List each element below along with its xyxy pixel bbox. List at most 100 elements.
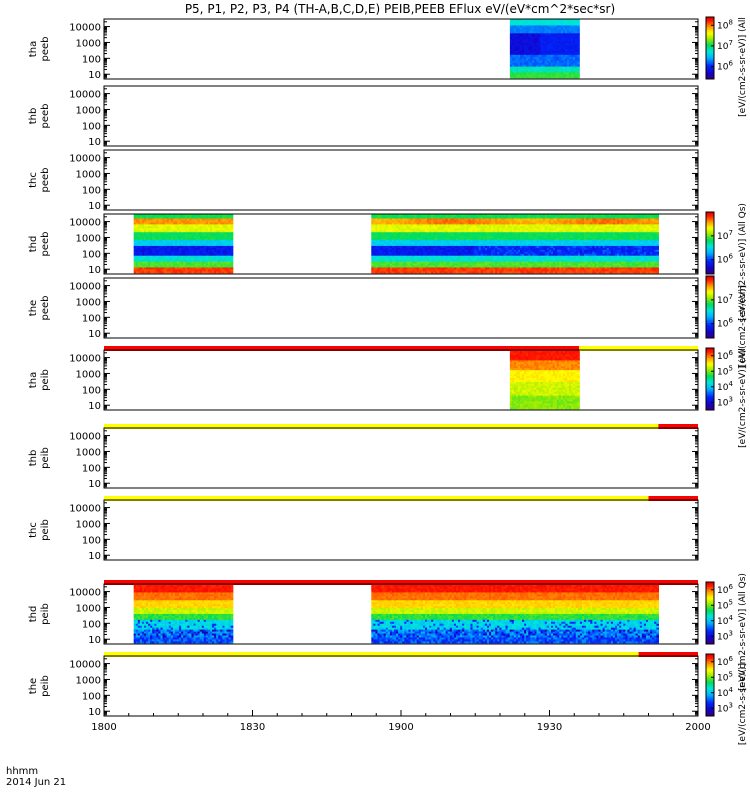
y-tick-label: 100 bbox=[82, 121, 101, 132]
y-tick-label: 10 bbox=[88, 265, 101, 276]
y-tick-label: 10000 bbox=[69, 504, 101, 515]
y-tick-label: 10000 bbox=[69, 23, 101, 34]
y-tick-label: 1000 bbox=[76, 298, 101, 309]
panel-label-line: tha bbox=[28, 372, 39, 388]
mode-bar-segment bbox=[104, 496, 649, 501]
colorbar-the-peeb: 107 106 bbox=[705, 275, 733, 339]
panel-frame-tha-peib bbox=[103, 349, 699, 411]
time-tick-label: 1930 bbox=[537, 722, 562, 733]
colorbar-tick-label: 107 bbox=[717, 293, 733, 306]
colorbar-tick-label: 105 bbox=[717, 364, 733, 377]
y-tick-label: 1000 bbox=[76, 106, 101, 117]
y-tick-label: 10000 bbox=[69, 154, 101, 165]
colorbar-tick-label: 104 bbox=[717, 380, 733, 393]
y-tick-label: 1000 bbox=[76, 448, 101, 459]
colorbar-thd-peib: 106 105 104 103 bbox=[705, 581, 733, 645]
y-tick-label: 10 bbox=[88, 707, 101, 718]
panel-label-line: peeb bbox=[40, 232, 51, 257]
y-tick-label: 100 bbox=[82, 619, 101, 630]
spectrogram-block-thd-peeb-2 bbox=[371, 214, 659, 274]
date-label: 2014 Jun 21 bbox=[6, 777, 66, 788]
panel-label-thd-peib: thd peib bbox=[28, 603, 51, 625]
time-tick-label: 2000 bbox=[685, 722, 710, 733]
panel-frame-thb-peib bbox=[103, 427, 699, 489]
panel-label-thc-peib: thc peib bbox=[28, 519, 51, 541]
y-tick-label: 1000 bbox=[76, 520, 101, 531]
y-ticks-thd-peeb: 10 100 1000 10000 bbox=[69, 213, 698, 276]
time-axis: 1800 1830 1900 1930 2000 bbox=[91, 710, 711, 733]
tick-layer: 10 100 1000 10000 10 100 1000 10000 10 100 1000 100… bbox=[69, 18, 698, 718]
colorbar-tick-label: 106 bbox=[717, 655, 733, 668]
panel-label-the-peeb: the peeb bbox=[28, 296, 51, 321]
panel-label-line: peeb bbox=[40, 104, 51, 129]
colorbar-tick-label: 103 bbox=[717, 395, 733, 408]
colorbar-tick-label: 103 bbox=[717, 701, 733, 714]
colorbar-tick-label: 103 bbox=[717, 629, 733, 642]
mode-bar-segment bbox=[579, 346, 698, 351]
y-tick-label: 1000 bbox=[76, 604, 101, 615]
panel-label-the-peib: the peib bbox=[28, 675, 51, 697]
y-tick-label: 10 bbox=[88, 479, 101, 490]
y-tick-label: 10 bbox=[88, 635, 101, 646]
y-tick-label: 100 bbox=[82, 535, 101, 546]
mode-bar-segment bbox=[648, 496, 698, 501]
y-tick-label: 10 bbox=[88, 137, 101, 148]
colorbar-tick-label: 105 bbox=[717, 670, 733, 683]
panel-frame-thc-peeb bbox=[103, 149, 699, 211]
colorbar-title: [eV/(cm2-s-sr-eV)] (All bbox=[738, 348, 748, 448]
y-tick-label: 10000 bbox=[69, 588, 101, 599]
panel-label-line: thd bbox=[28, 236, 39, 253]
panel-frame-tha-peeb bbox=[103, 18, 699, 80]
colorbar-tha-peib: 106 105 104 103 bbox=[705, 347, 733, 411]
y-tick-label: 10000 bbox=[69, 218, 101, 229]
y-tick-label: 1000 bbox=[76, 39, 101, 50]
mode-bar-segment bbox=[104, 346, 580, 351]
mode-bar-segment bbox=[104, 580, 698, 585]
y-ticks-thb-peeb: 10 100 1000 10000 bbox=[69, 85, 698, 148]
colorbar-tick-label: 104 bbox=[717, 686, 733, 699]
panel-label-thb-peib: thb peib bbox=[28, 447, 51, 469]
mode-bar-thd-peib bbox=[104, 652, 698, 657]
heatmap-layer bbox=[133, 19, 659, 644]
colorbar-layer: 108 107 106 [eV/(cm2-s-sr-eV)] (All 107 106 [e… bbox=[705, 16, 748, 745]
y-tick-label: 10000 bbox=[69, 354, 101, 365]
colorbar-thd-peeb: 107 106 bbox=[705, 211, 733, 275]
y-tick-label: 100 bbox=[82, 54, 101, 65]
panel-label-line: peeb bbox=[40, 168, 51, 193]
colorbar-tick-label: 105 bbox=[717, 598, 733, 611]
spectrogram-block-thd-peeb-1 bbox=[133, 214, 234, 274]
panel-label-line: thb bbox=[28, 450, 39, 467]
time-tick-label: 1830 bbox=[240, 722, 265, 733]
y-tick-label: 10000 bbox=[69, 90, 101, 101]
panel-frame-thc-peib bbox=[103, 499, 699, 561]
spectrogram-block-thd-peib-1 bbox=[133, 584, 234, 644]
y-tick-label: 1000 bbox=[76, 370, 101, 381]
mode-bar-thc-peib bbox=[104, 580, 698, 585]
colorbar-tick-label: 104 bbox=[717, 614, 733, 627]
colorbar-title: [eV/(cm2-s-sr-eV)] bbox=[738, 663, 748, 745]
mode-bar-segment bbox=[638, 652, 698, 657]
mode-bar-thb-peib bbox=[104, 496, 698, 501]
y-tick-label: 10000 bbox=[69, 660, 101, 671]
y-tick-label: 10 bbox=[88, 401, 101, 412]
mode-bar-segment bbox=[658, 424, 698, 429]
y-ticks-thc-peib: 10 100 1000 10000 bbox=[69, 499, 698, 562]
colorbar-tick-label: 106 bbox=[717, 349, 733, 362]
spectrogram-block-thd-peib-2 bbox=[371, 584, 659, 644]
panel-label-line: peeb bbox=[40, 37, 51, 62]
colorbar-tick-label: 106 bbox=[717, 60, 733, 73]
colorbar-title: [eV/(cm2-s-sr-eV)] (All Qs) bbox=[738, 573, 748, 691]
colorbar-tick-label: 108 bbox=[717, 18, 733, 31]
y-ticks-thc-peeb: 10 100 1000 10000 bbox=[69, 149, 698, 212]
panel-label-line: thc bbox=[28, 522, 39, 538]
time-tick-label: 1800 bbox=[91, 722, 116, 733]
time-format-label: hhmm bbox=[6, 766, 38, 777]
y-tick-label: 10 bbox=[88, 551, 101, 562]
panel-label-tha-peeb: tha peeb bbox=[28, 37, 51, 62]
panel-frame-thb-peeb bbox=[103, 85, 699, 147]
y-tick-label: 100 bbox=[82, 385, 101, 396]
colorbar-tha-peeb: 108 107 106 bbox=[705, 16, 733, 80]
y-tick-label: 100 bbox=[82, 463, 101, 474]
panel-label-line: peib bbox=[40, 675, 51, 697]
